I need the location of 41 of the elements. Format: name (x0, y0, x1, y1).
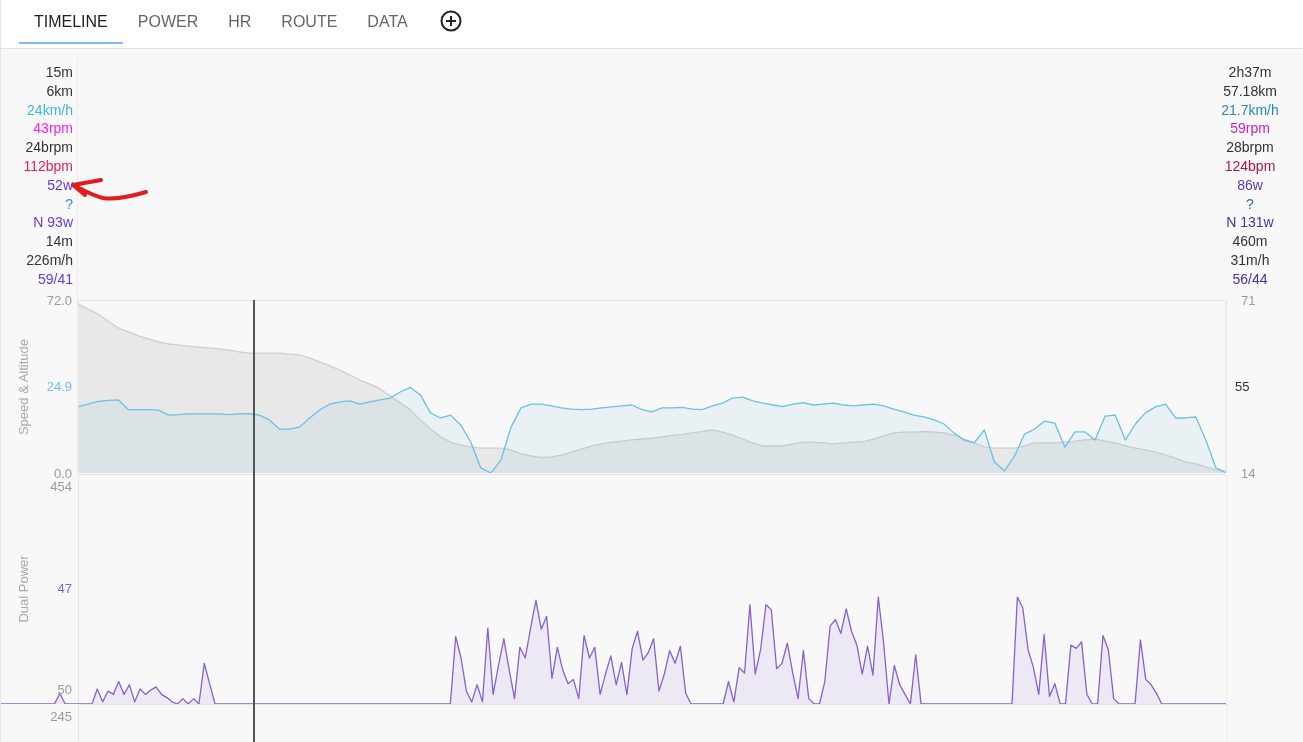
text: 59/41 (36, 269, 73, 289)
text: 245 (49, 709, 72, 725)
text: POWER (137, 13, 199, 31)
text: 52w (46, 175, 73, 195)
text: 112bpm (22, 157, 73, 176)
text: TIMELINE (34, 13, 108, 31)
text: 14m (44, 232, 73, 251)
text: 124bpm (1223, 157, 1277, 176)
y-axis-title: Dual Power (15, 555, 31, 623)
text: 59rpm (1229, 119, 1271, 139)
text: 226m/h (25, 250, 73, 270)
text: 15m (44, 63, 73, 82)
text: N 93w (32, 213, 73, 233)
y-tick-label: 72.0 (46, 292, 72, 308)
y2-tick-label: 14 (1241, 465, 1256, 481)
text: 24.9 (46, 379, 72, 394)
text: 56/44 (1231, 269, 1269, 289)
y-tick-label: 0.0 (53, 465, 72, 481)
text: 57.18km (1222, 81, 1278, 101)
text: 47 (57, 581, 72, 596)
text: 6km (45, 81, 73, 101)
text: 86w (1236, 175, 1264, 195)
y-axis-title: Speed & Altitude (15, 338, 31, 435)
text: ROUTE (281, 13, 338, 31)
text: 460m (1231, 232, 1269, 251)
text: HR (228, 13, 252, 31)
text: 24km/h (26, 100, 73, 120)
text: DATA (367, 13, 408, 31)
text: 31m/h (1229, 250, 1271, 270)
y2-tick-label: 71 (1241, 292, 1256, 308)
text: 454 (49, 479, 72, 495)
text: 21.7km/h (1220, 100, 1280, 120)
text: 55 (1235, 379, 1250, 395)
text: ? (1245, 194, 1255, 214)
text: 2h37m (1227, 63, 1273, 82)
text: N 131w (1225, 213, 1275, 233)
text: 28brpm (1225, 138, 1275, 157)
text: 43rpm (32, 119, 73, 139)
text: ? (64, 194, 73, 214)
text: 24brpm (24, 138, 73, 157)
annotation: 50 (56, 682, 72, 698)
